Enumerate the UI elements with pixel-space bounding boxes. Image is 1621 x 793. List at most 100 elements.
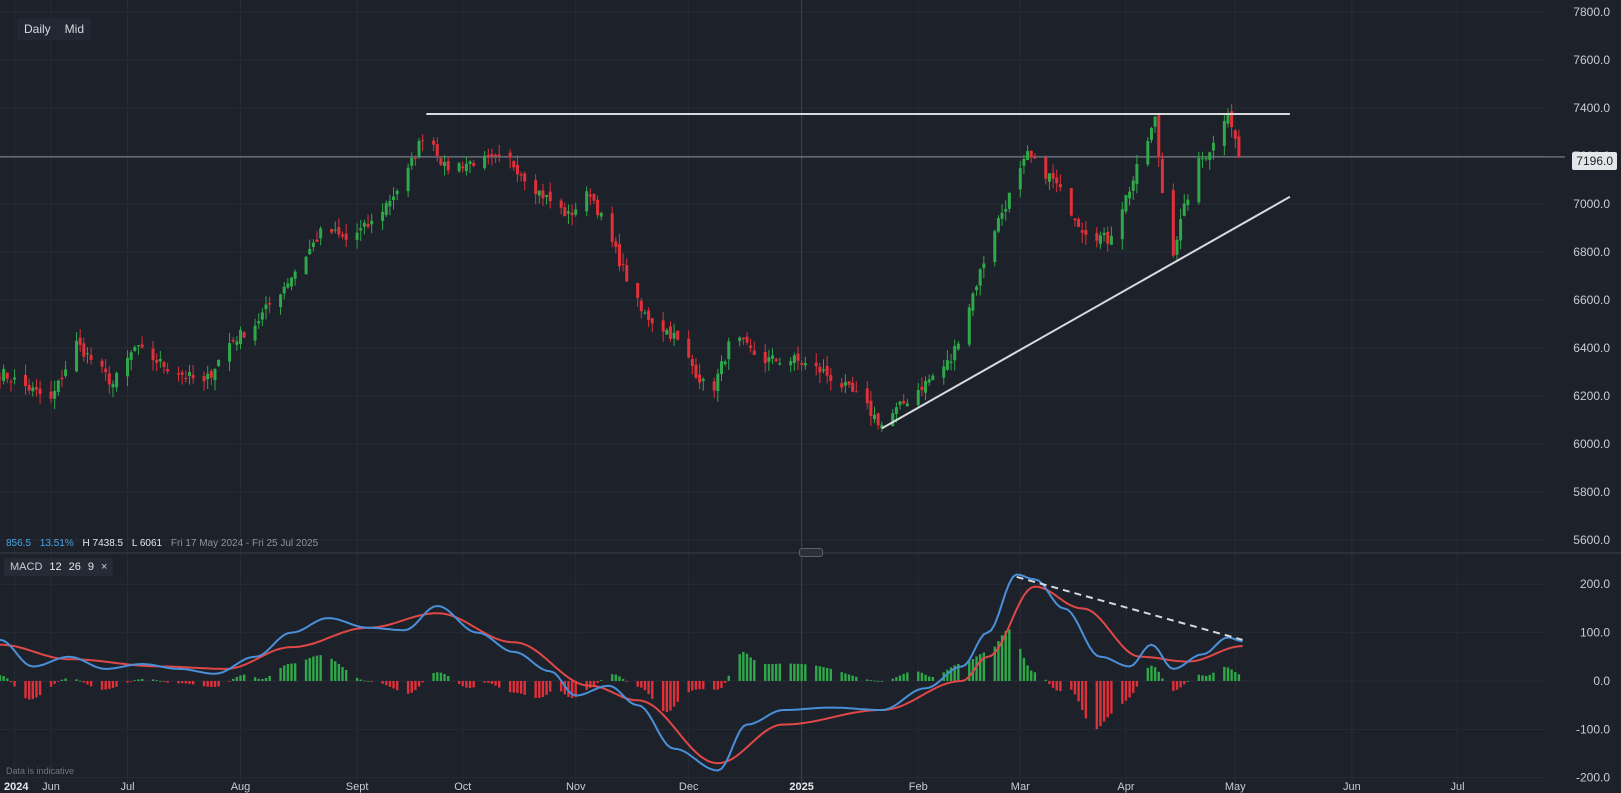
macd-histogram-bar: [213, 680, 217, 687]
candle: [494, 154, 498, 157]
macd-histogram-bar: [815, 665, 818, 681]
price-type-button[interactable]: Mid: [64, 22, 85, 36]
candle: [668, 326, 672, 339]
candle: [311, 242, 315, 248]
candle: [949, 361, 953, 364]
interval-button[interactable]: Daily: [24, 22, 51, 36]
candle: [155, 359, 159, 363]
macd-histogram-bar: [844, 673, 847, 681]
candle: [967, 307, 971, 345]
macd-histogram-bar: [308, 657, 311, 681]
candle: [483, 155, 487, 169]
macd-histogram-bar: [312, 656, 315, 681]
macd-histogram-bar: [920, 672, 924, 681]
candle: [330, 228, 334, 233]
macd-histogram-bar: [2, 676, 5, 681]
macd-histogram-bar: [825, 667, 829, 681]
candle: [563, 207, 567, 217]
candle: [778, 363, 782, 365]
macd-histogram-bar: [381, 680, 384, 684]
macd-histogram-bar: [9, 680, 13, 683]
candle: [585, 191, 589, 212]
macd-histogram-bar: [534, 680, 537, 698]
macd-histogram-bar: [498, 680, 501, 688]
macd-histogram-bar: [968, 661, 971, 681]
macd-histogram-bar: [523, 680, 526, 695]
macd-histogram-bar: [1161, 678, 1164, 681]
macd-histogram-bar: [57, 680, 60, 682]
candle: [1179, 219, 1183, 241]
macd-histogram-bar: [906, 672, 909, 681]
macd-histogram-bar: [661, 680, 665, 711]
candle: [217, 359, 221, 366]
candle: [803, 363, 807, 366]
candle: [971, 293, 975, 311]
y-tick-label: 6000.0: [1573, 437, 1610, 451]
candle: [2, 369, 6, 382]
y-tick-label: 6600.0: [1573, 293, 1610, 307]
candle: [228, 343, 232, 362]
candle: [461, 166, 465, 169]
macd-histogram-bar: [822, 667, 825, 681]
macd-histogram-bar: [538, 680, 541, 698]
candle: [690, 358, 694, 367]
candle: [570, 212, 574, 216]
candle: [1120, 209, 1124, 240]
x-tick-label: Jul: [1451, 781, 1465, 793]
candle: [362, 222, 366, 227]
pane-resize-handle[interactable]: [799, 548, 823, 557]
macd-histogram-bar: [293, 663, 297, 681]
candle: [31, 387, 35, 392]
macd-histogram-bar: [31, 680, 34, 700]
macd-histogram-bar: [461, 680, 464, 687]
macd-histogram-bar: [436, 672, 439, 681]
x-tick-label: Feb: [909, 781, 928, 793]
macd-histogram-bar: [1128, 680, 1131, 698]
macd-histogram-bar: [778, 663, 781, 681]
candle: [27, 384, 31, 391]
macd-histogram-bar: [643, 680, 647, 691]
candle: [381, 211, 385, 221]
candle: [472, 162, 476, 166]
macd-histogram-bar: [559, 680, 563, 692]
candle: [1128, 191, 1132, 199]
macd-histogram-bar: [257, 678, 260, 681]
candle: [1029, 150, 1033, 158]
candle: [133, 347, 137, 351]
candle: [676, 330, 680, 340]
y-tick-label: 6200.0: [1573, 389, 1610, 403]
macd-histogram-bar: [618, 676, 621, 681]
candle: [1160, 159, 1164, 194]
candle: [942, 366, 946, 378]
macd-histogram-bar: [184, 680, 188, 684]
macd-histogram-bar: [162, 680, 166, 682]
candle: [486, 154, 490, 157]
macd-divergence-line: [1016, 575, 1243, 641]
candle: [982, 263, 986, 269]
macd-histogram-bar: [155, 680, 158, 681]
macd-histogram-bar: [1099, 680, 1102, 727]
macd-histogram-bar: [232, 678, 235, 681]
close-icon[interactable]: ×: [101, 561, 108, 573]
macd-histogram-bar: [38, 680, 42, 696]
candle: [388, 200, 392, 207]
macd-histogram-bar: [592, 680, 596, 686]
macd-histogram-bar: [636, 680, 639, 687]
candle: [435, 144, 439, 156]
x-tick-label: Oct: [454, 781, 471, 793]
change-value: 856.5: [6, 538, 32, 549]
macd-histogram-bar: [676, 680, 679, 702]
macd-histogram-bar: [895, 677, 898, 681]
macd-histogram-bar: [392, 680, 395, 689]
candle: [1084, 229, 1088, 235]
candle: [158, 358, 162, 362]
candle: [293, 271, 297, 279]
macd-histogram-bar: [465, 680, 468, 688]
macd-histogram-bar: [1077, 680, 1080, 702]
candle: [370, 220, 374, 225]
candle: [24, 374, 28, 387]
candle: [439, 158, 443, 165]
candle: [749, 345, 753, 348]
candle: [187, 372, 191, 376]
